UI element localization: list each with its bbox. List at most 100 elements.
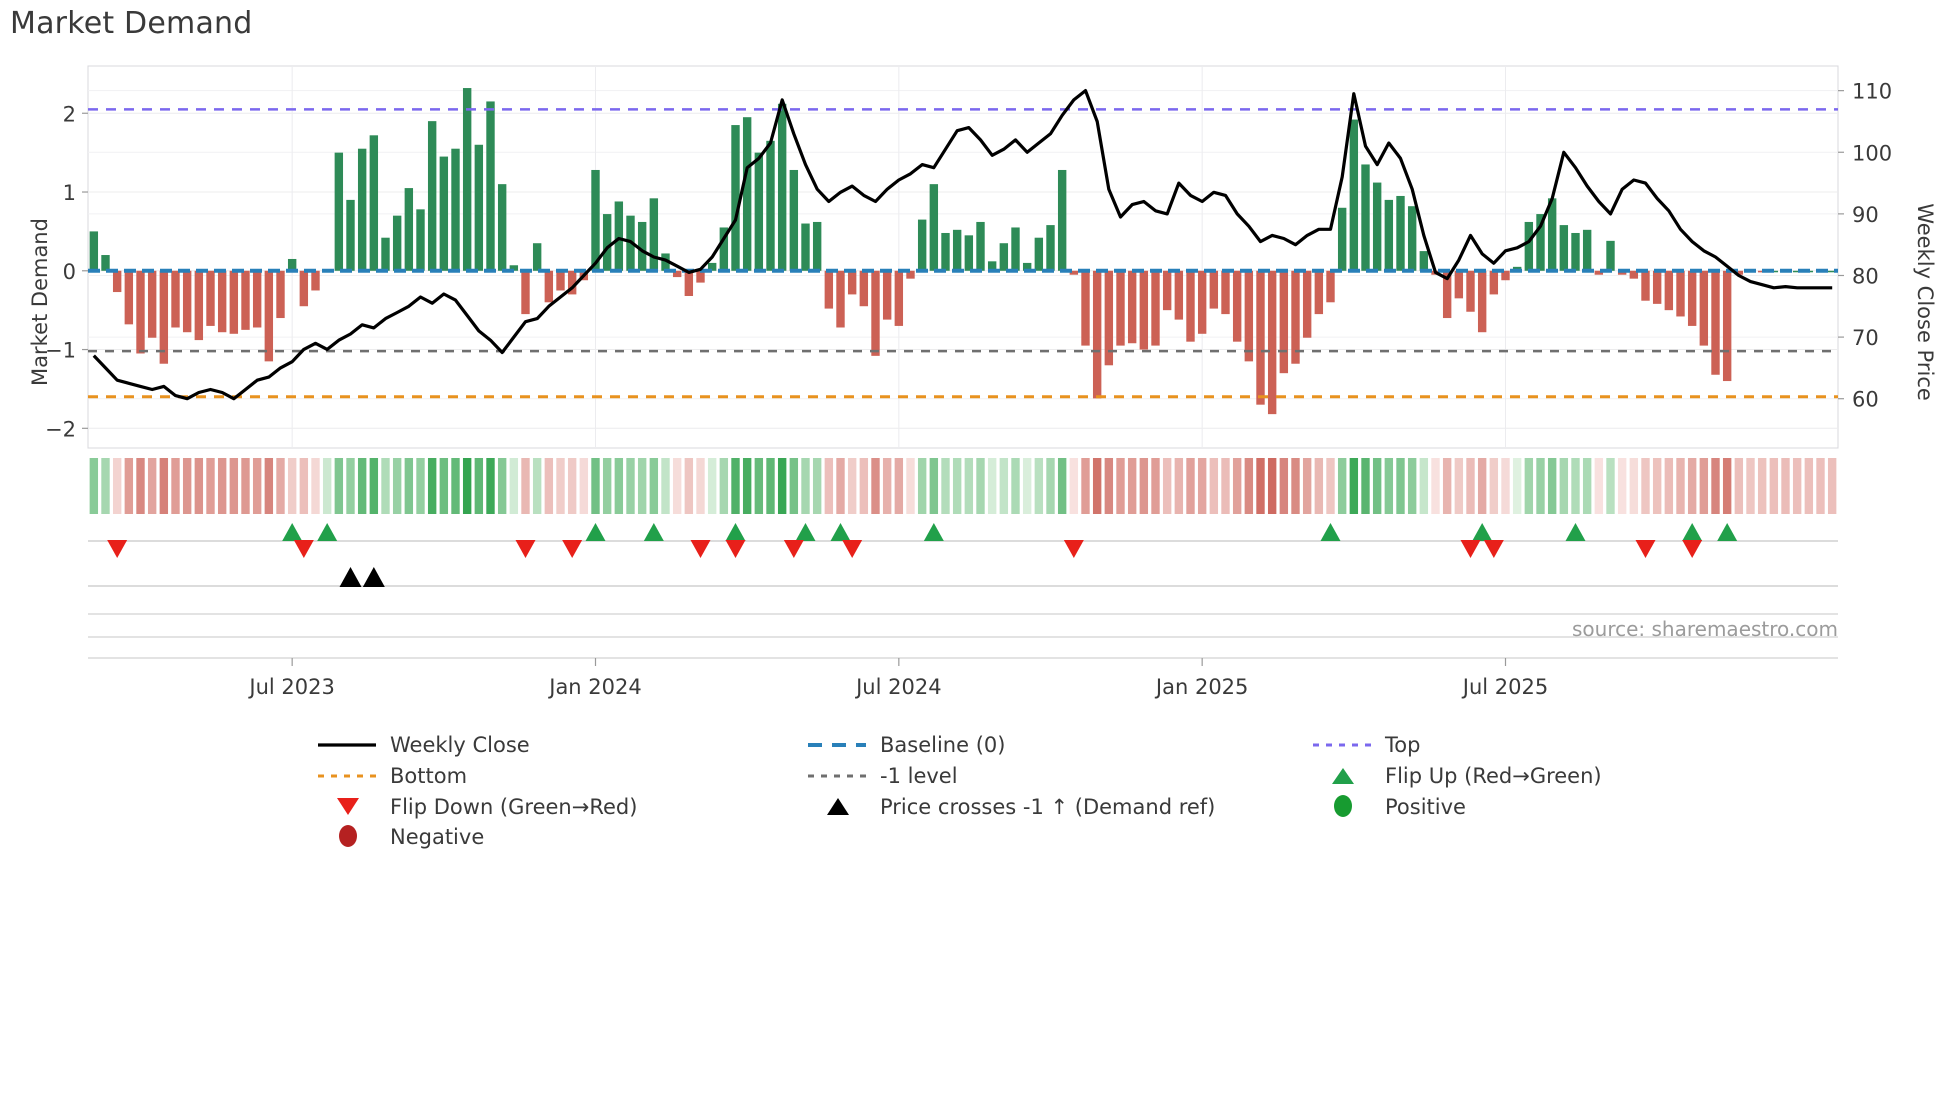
demand-bar-positive <box>392 215 402 271</box>
legend-item: Baseline (0) <box>808 733 1005 757</box>
demand-bar-positive <box>404 188 414 271</box>
heatmap-cell <box>719 458 729 514</box>
demand-bar-negative <box>1699 270 1709 346</box>
heatmap-cell <box>1711 458 1720 514</box>
demand-bar-positive <box>497 184 507 271</box>
heatmap-cell <box>1769 458 1779 514</box>
heatmap-cell <box>1722 458 1732 514</box>
heatmap-cell <box>89 458 99 514</box>
demand-bar-positive <box>416 209 425 271</box>
demand-bar-negative <box>567 270 577 295</box>
heatmap-cell <box>1162 458 1172 514</box>
heatmap-cell <box>1256 458 1265 514</box>
demand-bar-negative <box>1687 270 1697 326</box>
demand-bar-positive <box>1034 237 1044 271</box>
heatmap-cell <box>276 458 285 514</box>
heatmap-cell <box>1197 458 1207 514</box>
demand-bar-negative <box>299 270 309 307</box>
demand-bar-positive <box>1407 206 1417 271</box>
demand-bar-negative <box>1279 270 1289 374</box>
y-axis-right-tick: 70 <box>1852 326 1879 350</box>
legend-label: Baseline (0) <box>880 733 1005 757</box>
heatmap-cell <box>509 458 519 514</box>
demand-bar-positive <box>1606 240 1615 271</box>
legend-label: Bottom <box>390 764 467 788</box>
heatmap-cell <box>1699 458 1709 514</box>
heatmap-cell <box>474 458 484 514</box>
demand-bar-positive <box>766 140 775 271</box>
x-axis-tick-label: Jul 2025 <box>1461 675 1548 699</box>
heatmap-cell <box>777 458 787 514</box>
heatmap-cell <box>322 458 332 514</box>
heatmap-cell <box>1804 458 1814 514</box>
heatmap-cell <box>1407 458 1417 514</box>
heatmap-cell <box>637 458 647 514</box>
demand-bar-negative <box>171 270 180 328</box>
heatmap-cell <box>882 458 892 514</box>
heatmap-cell <box>241 458 250 514</box>
heatmap-cell <box>1174 458 1184 514</box>
heatmap-cell <box>1827 458 1837 514</box>
x-axis-tick-label: Jul 2023 <box>247 675 334 699</box>
demand-bar-negative <box>696 270 705 283</box>
demand-bar-positive <box>486 101 495 271</box>
demand-bar-negative <box>159 270 169 364</box>
heatmap-cell <box>532 458 542 514</box>
demand-bar-negative <box>1186 270 1195 342</box>
demand-bar-negative <box>1127 270 1137 344</box>
demand-bar-negative <box>871 270 880 356</box>
heatmap-cell <box>836 458 845 514</box>
demand-bar-negative <box>1489 270 1499 295</box>
heatmap-cell <box>1781 458 1790 514</box>
heatmap-cell <box>451 458 460 514</box>
heatmap-cell <box>1676 458 1685 514</box>
demand-bar-negative <box>1711 270 1720 375</box>
heatmap-cell <box>894 458 904 514</box>
demand-bar-negative <box>1221 270 1230 315</box>
x-axis-tick-label: Jan 2024 <box>547 675 642 699</box>
demand-bar-negative <box>264 270 274 362</box>
y-axis-right-tick: 100 <box>1852 141 1892 165</box>
legend-triangle-up-black <box>827 798 849 815</box>
heatmap-cell <box>136 458 145 514</box>
heatmap-cell <box>369 458 379 514</box>
demand-bar-positive <box>357 148 367 271</box>
legend-item: Top <box>1313 733 1420 757</box>
demand-bar-positive <box>999 243 1009 271</box>
heatmap-cell <box>1396 458 1405 514</box>
demand-bar-positive <box>941 232 950 271</box>
demand-bar-positive <box>1337 207 1347 271</box>
demand-bar-positive <box>976 221 985 271</box>
demand-bar-negative <box>859 270 869 307</box>
demand-bar-positive <box>707 262 717 271</box>
heatmap-cell <box>171 458 180 514</box>
demand-bar-positive <box>1011 227 1020 271</box>
heatmap-cell <box>194 458 204 514</box>
demand-bar-negative <box>1291 270 1300 364</box>
heatmap-cell <box>1186 458 1195 514</box>
legend-dot-red <box>339 825 357 847</box>
legend-item: Bottom <box>318 764 467 788</box>
heatmap-cell <box>1232 458 1242 514</box>
heatmap-cell <box>206 458 215 514</box>
demand-bar-positive <box>1792 270 1802 273</box>
heatmap-cell <box>1384 458 1394 514</box>
demand-bar-positive <box>964 235 974 271</box>
demand-bar-negative <box>684 270 694 296</box>
legend-item: Flip Up (Red→Green) <box>1332 764 1602 788</box>
heatmap-cell <box>112 458 122 514</box>
chart-title: Market Demand <box>10 6 253 41</box>
heatmap-cell <box>976 458 985 514</box>
demand-bar-positive <box>777 103 787 271</box>
heatmap-cell <box>381 458 390 514</box>
demand-bar-negative <box>824 270 834 309</box>
heatmap-cell <box>801 458 810 514</box>
demand-bar-positive <box>427 121 437 271</box>
demand-bar-negative <box>1197 270 1207 334</box>
demand-bar-positive <box>1582 229 1592 271</box>
flip-up-marker <box>1565 523 1586 541</box>
flip-down-marker <box>1460 540 1481 558</box>
heatmap-cell <box>1466 458 1475 514</box>
demand-bar-negative <box>276 270 285 319</box>
demand-bar-negative <box>894 270 904 326</box>
